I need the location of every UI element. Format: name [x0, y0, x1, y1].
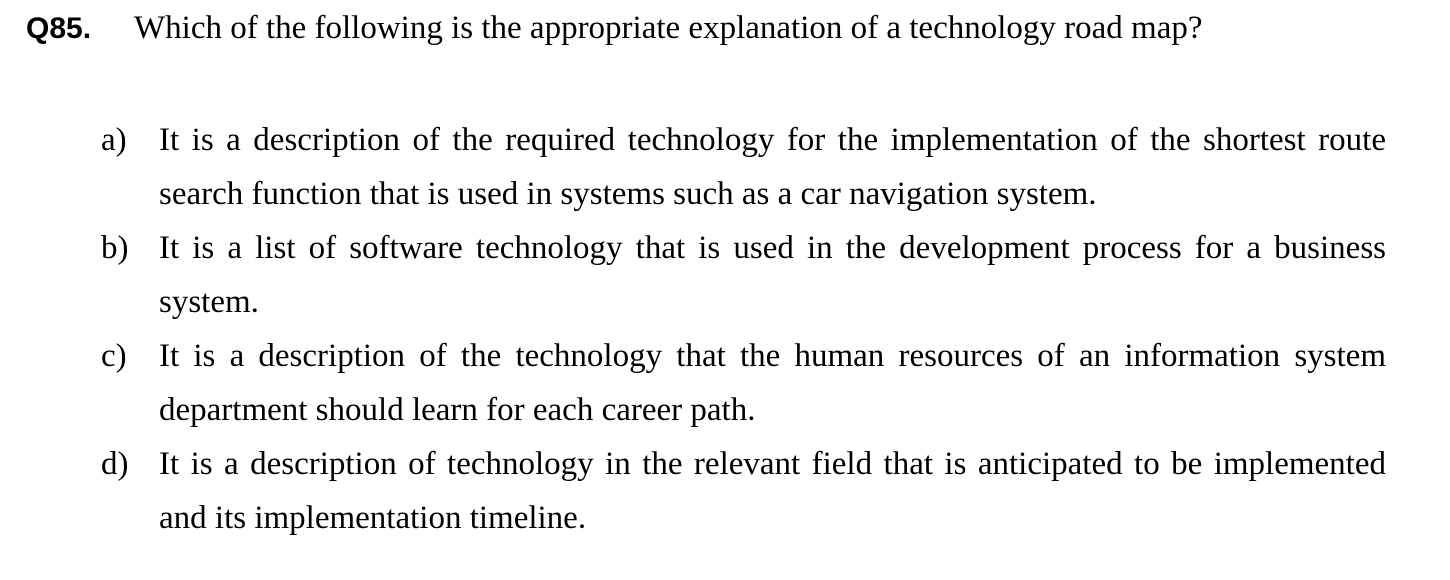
option-d: d) It is a description of technology in … — [101, 437, 1386, 545]
question-header: Q85. Which of the following is the appro… — [26, 10, 1426, 47]
option-a-text: It is a description of the required tech… — [159, 122, 1386, 212]
option-c: c) It is a description of the technology… — [101, 329, 1386, 437]
option-d-text: It is a description of technology in the… — [159, 446, 1386, 536]
option-b-text: It is a list of software technology that… — [159, 230, 1386, 320]
answer-options: a) It is a description of the required t… — [101, 113, 1386, 545]
option-c-letter: c) — [101, 338, 127, 374]
question-text: Which of the following is the appropriat… — [134, 10, 1203, 46]
question-number: Q85. — [26, 12, 92, 45]
option-b-letter: b) — [101, 230, 129, 266]
option-a-letter: a) — [101, 122, 127, 158]
option-a: a) It is a description of the required t… — [101, 113, 1386, 221]
option-c-text: It is a description of the technology th… — [159, 338, 1386, 428]
option-b: b) It is a list of software technology t… — [101, 221, 1386, 329]
option-d-letter: d) — [101, 446, 129, 482]
